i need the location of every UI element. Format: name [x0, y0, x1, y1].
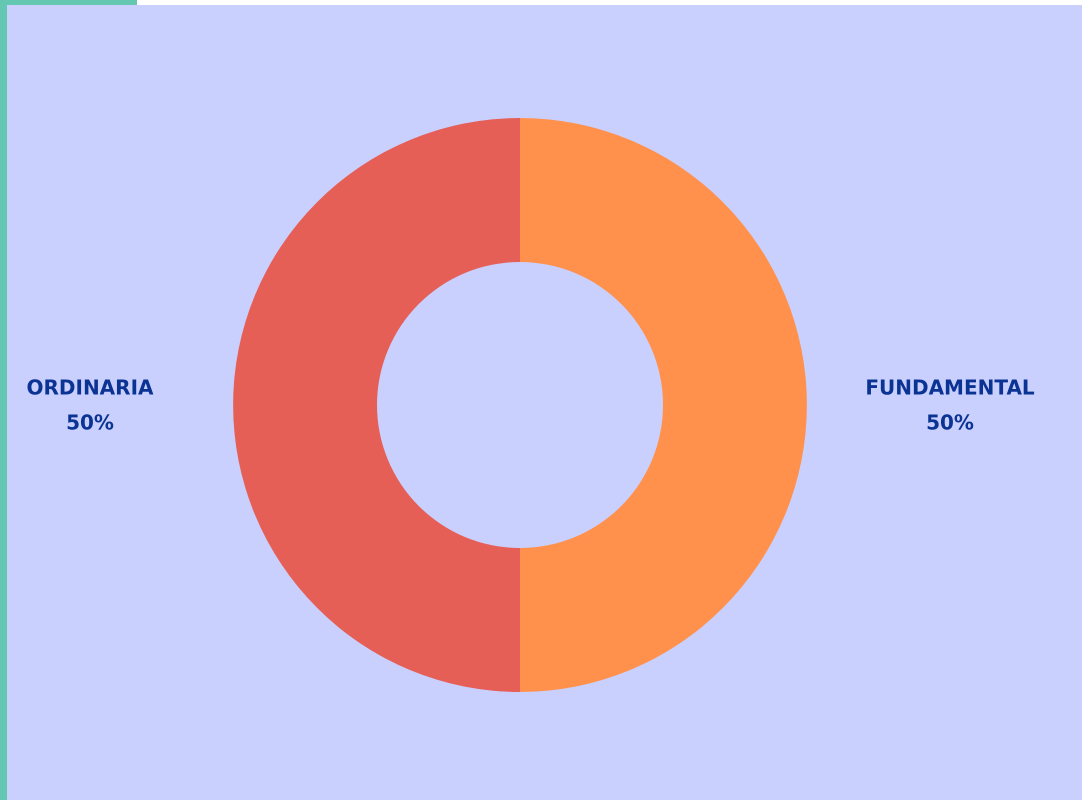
donut-slice	[520, 118, 807, 692]
slice-label: ORDINARIA	[27, 376, 155, 400]
slice-label: FUNDAMENTAL	[865, 376, 1035, 400]
donut-slice	[233, 118, 520, 692]
slice-value-label: 50%	[926, 411, 974, 435]
slice-value-label: 50%	[66, 411, 114, 435]
accent-tab	[0, 0, 137, 5]
accent-strip	[0, 0, 7, 800]
